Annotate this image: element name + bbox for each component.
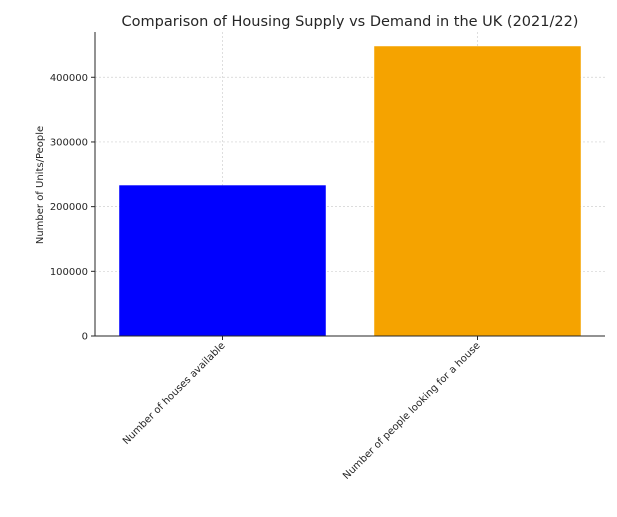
y-ticks: 0 100000 200000 300000 400000 <box>50 73 95 343</box>
bar <box>119 185 326 336</box>
chart-title: Comparison of Housing Supply vs Demand i… <box>122 14 579 30</box>
bar <box>374 46 581 336</box>
x-tick-label: Number of people looking for a house <box>341 340 482 481</box>
y-tick-label: 200000 <box>50 202 88 213</box>
y-tick-label: 0 <box>82 332 88 343</box>
x-tick-label: Number of houses available <box>121 340 228 447</box>
y-axis-label: Number of Units/People <box>35 126 46 244</box>
bars <box>119 46 581 336</box>
axes <box>94 32 605 337</box>
y-tick-label: 100000 <box>50 267 88 278</box>
y-tick-label: 400000 <box>50 73 88 84</box>
x-ticks: Number of houses available Number of peop… <box>121 336 483 482</box>
y-tick-label: 300000 <box>50 137 88 148</box>
